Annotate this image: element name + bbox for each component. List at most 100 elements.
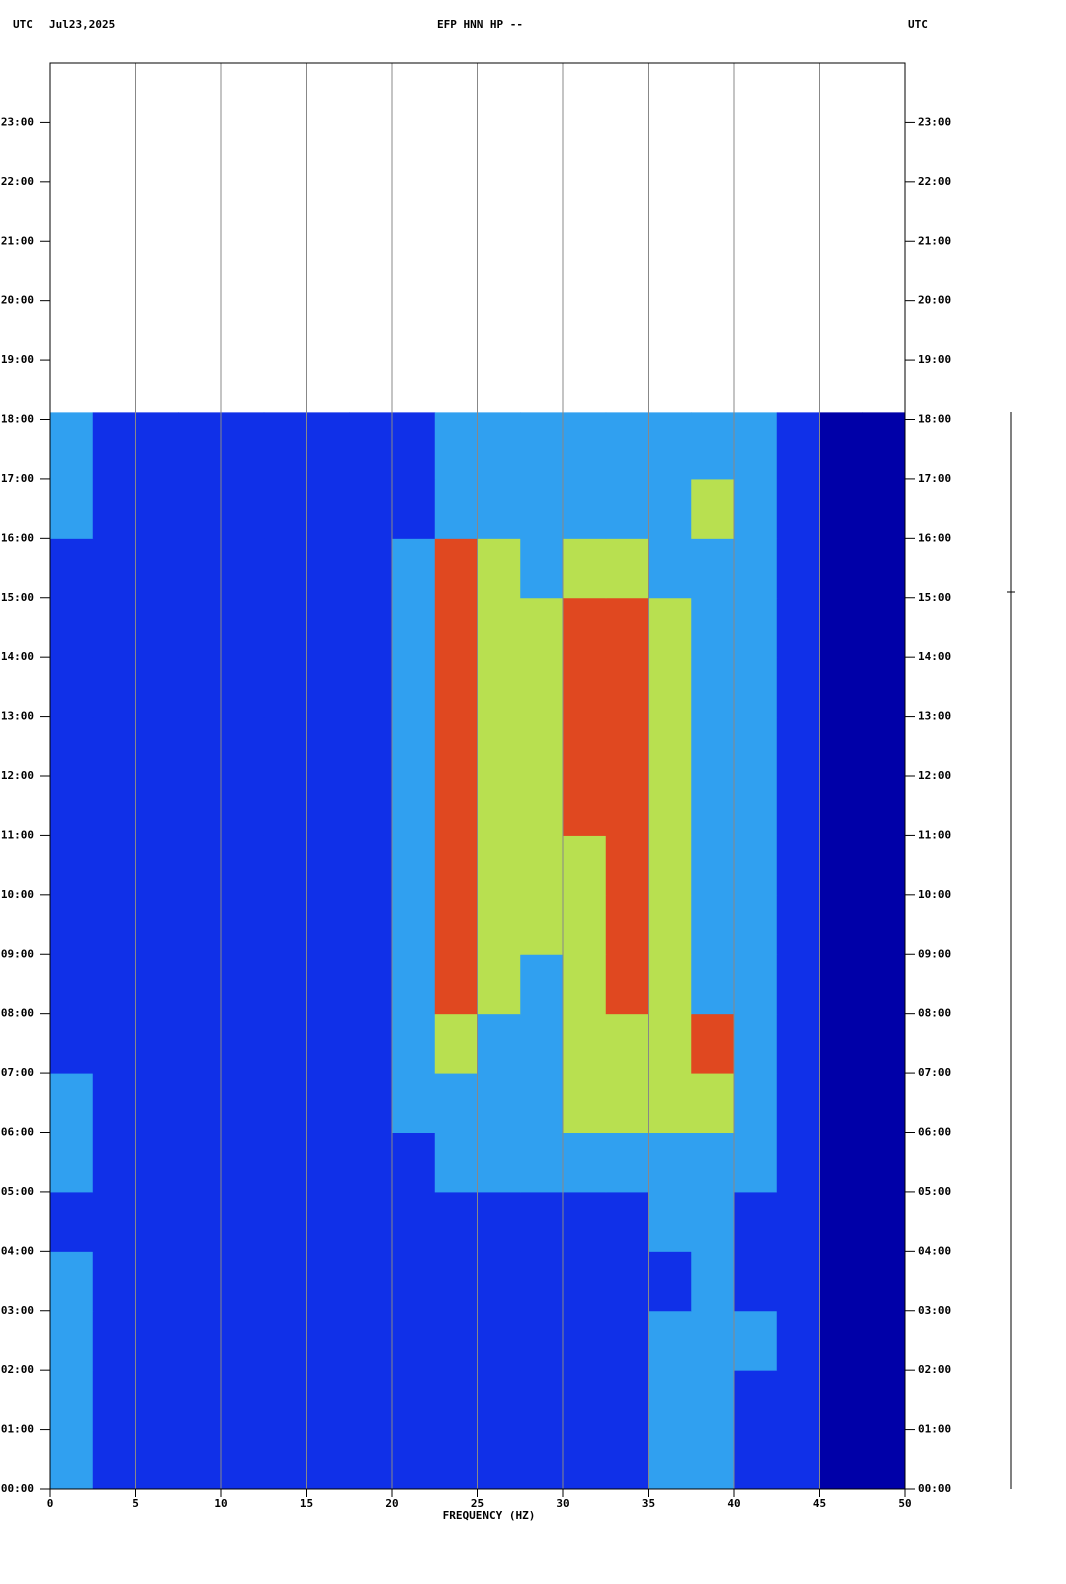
heat-cell	[862, 954, 906, 1015]
heat-cell	[862, 478, 906, 539]
heat-cell	[691, 776, 735, 836]
heat-cell	[477, 597, 521, 658]
heat-cell	[691, 1251, 735, 1312]
heat-cell	[819, 538, 863, 599]
heat-cell	[306, 1191, 350, 1252]
heat-cell	[605, 1132, 649, 1193]
heat-cell	[605, 419, 649, 480]
heat-cell	[178, 1013, 222, 1074]
heat-cell	[734, 657, 778, 718]
heat-cell	[691, 1191, 735, 1252]
heat-cell	[221, 412, 265, 420]
heat-cell	[563, 657, 607, 718]
heat-cell	[306, 1073, 350, 1133]
heat-cell	[178, 716, 222, 777]
heat-cell	[563, 1073, 607, 1133]
heat-cell	[734, 412, 778, 420]
heat-cell	[306, 419, 350, 480]
heat-cell	[221, 1013, 265, 1074]
y-tick-label-right: 12:00	[918, 769, 951, 782]
heat-cell	[862, 597, 906, 658]
heat-cell	[221, 419, 265, 480]
heat-cell	[477, 657, 521, 718]
heat-cell	[178, 1073, 222, 1133]
heat-cell	[92, 657, 136, 718]
heat-cell	[819, 478, 863, 539]
heat-cell	[520, 412, 564, 420]
y-tick-label-left: 13:00	[1, 710, 34, 723]
heat-cell	[434, 657, 478, 718]
y-tick-label-left: 23:00	[1, 115, 34, 128]
heat-cell	[862, 412, 906, 420]
heat-cell	[648, 419, 692, 480]
y-tick-label-left: 00:00	[1, 1482, 34, 1495]
heat-cell	[477, 1251, 521, 1312]
y-tick-label-left: 18:00	[1, 413, 34, 426]
heat-cell	[819, 1429, 863, 1490]
y-tick-label-left: 01:00	[1, 1423, 34, 1436]
heat-cell	[263, 1191, 307, 1252]
heat-cell	[605, 1429, 649, 1490]
heat-cell	[349, 1013, 393, 1074]
heat-cell	[691, 419, 735, 480]
heat-cell	[648, 894, 692, 955]
heat-cell	[477, 412, 521, 420]
heat-cell	[178, 1429, 222, 1490]
heat-cell	[263, 835, 307, 896]
heat-cell	[434, 1251, 478, 1312]
y-tick-label-right: 15:00	[918, 591, 951, 604]
heat-cell	[349, 1251, 393, 1312]
heat-cell	[50, 1251, 94, 1312]
heat-cell	[734, 835, 778, 896]
heat-cell	[819, 1310, 863, 1371]
heat-cell	[691, 1310, 735, 1371]
heat-cell	[563, 1370, 607, 1431]
heat-cell	[520, 1251, 564, 1312]
y-tick-label-right: 13:00	[918, 710, 951, 723]
heat-cell	[135, 1370, 179, 1431]
heat-cell	[434, 412, 478, 420]
heat-cell	[734, 1370, 778, 1431]
y-tick-label-right: 00:00	[918, 1482, 951, 1495]
heat-cell	[50, 1310, 94, 1371]
heat-cell	[306, 1429, 350, 1490]
heat-cell	[648, 835, 692, 896]
heat-cell	[776, 412, 820, 420]
heat-cell	[263, 1013, 307, 1074]
heat-cell	[862, 1310, 906, 1371]
heat-cell	[605, 1370, 649, 1431]
heat-cell	[92, 716, 136, 777]
heat-cell	[734, 894, 778, 955]
heat-cell	[605, 954, 649, 1015]
heat-cell	[434, 776, 478, 836]
heat-cell	[648, 412, 692, 420]
heat-cell	[392, 894, 436, 955]
heat-cell	[263, 1251, 307, 1312]
heat-cell	[92, 1310, 136, 1371]
heat-cell	[563, 1429, 607, 1490]
y-tick-label-left: 16:00	[1, 531, 34, 544]
heat-cell	[734, 419, 778, 480]
heat-cell	[178, 1132, 222, 1193]
heat-cell	[734, 776, 778, 836]
heat-cell	[520, 1370, 564, 1431]
heat-cell	[135, 716, 179, 777]
heat-cell	[862, 1132, 906, 1193]
heat-cell	[434, 1191, 478, 1252]
heat-cell	[306, 1370, 350, 1431]
heat-cell	[605, 1191, 649, 1252]
heat-cell	[306, 597, 350, 658]
heat-cell	[392, 1191, 436, 1252]
heat-cell	[862, 1251, 906, 1312]
heat-cell	[776, 478, 820, 539]
heat-cell	[477, 538, 521, 599]
heat-cell	[648, 1429, 692, 1490]
heat-cell	[819, 412, 863, 420]
heat-cell	[392, 776, 436, 836]
heat-cell	[819, 1191, 863, 1252]
heat-cell	[776, 1310, 820, 1371]
heat-cell	[819, 1132, 863, 1193]
heat-cell	[520, 954, 564, 1015]
heat-cell	[691, 597, 735, 658]
heat-cell	[862, 1191, 906, 1252]
